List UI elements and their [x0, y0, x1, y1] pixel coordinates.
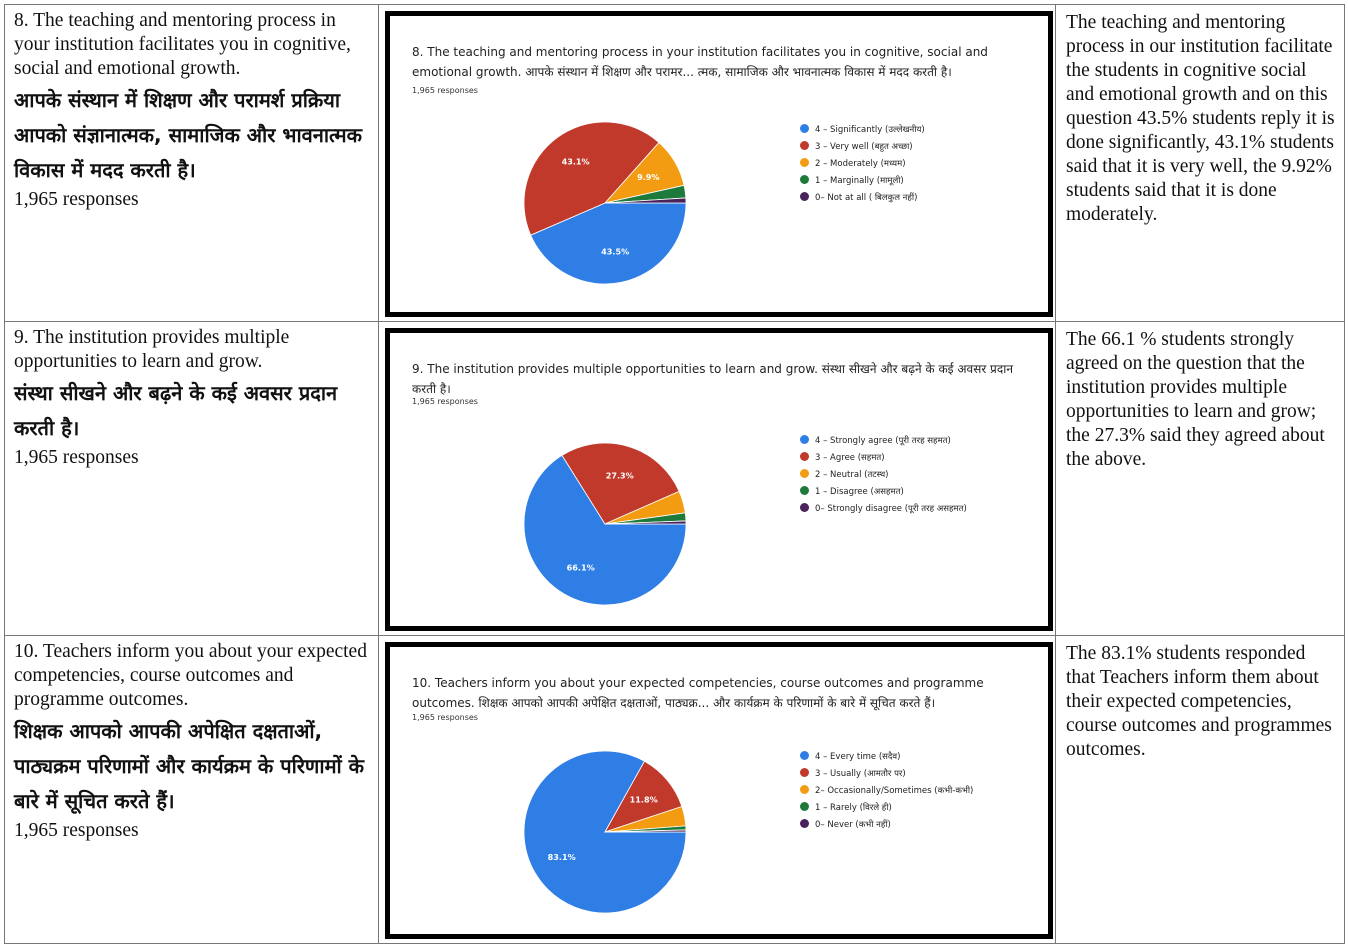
response-count: 1,965 responses [14, 189, 139, 210]
legend-dot-icon [800, 486, 809, 495]
chart-frame: 9. The institution provides multiple opp… [385, 328, 1053, 631]
legend-dot-icon [800, 785, 809, 794]
pie-slice [524, 122, 660, 236]
response-count: 1,965 responses [14, 447, 139, 468]
question-cell: 10. Teachers inform you about your expec… [6, 637, 378, 844]
legend-label: 4 – Every time (सदैव) [815, 752, 901, 762]
legend-dot-icon [800, 768, 809, 777]
legend-item: 2– Occasionally/Sometimes (कभी-कभी) [800, 783, 973, 800]
legend-item: 4 – Strongly agree (पूरी तरह सहमत) [800, 433, 967, 450]
legend-item: 1 – Rarely (विरले ही) [800, 800, 973, 817]
legend-item: 2 – Neutral (तटस्थ) [800, 467, 967, 484]
question-hindi: शिक्षक आपको आपकी अपेक्षित दक्षताओं, पाठ्… [14, 719, 365, 813]
table-row: 10. Teachers inform you about your expec… [4, 635, 1345, 944]
chart-title: 8. The teaching and mentoring process in… [412, 45, 988, 79]
chart-responses: 1,965 responses [412, 86, 478, 95]
slice-label: 83.1% [548, 852, 576, 862]
survey-table: 8. The teaching and mentoring process in… [4, 4, 1345, 944]
chart-legend: 4 – Strongly agree (पूरी तरह सहमत) 3 – Ag… [800, 433, 967, 518]
legend-item: 1 – Disagree (असहमत) [800, 484, 967, 501]
legend-label: 4 – Strongly agree (पूरी तरह सहमत) [815, 436, 951, 446]
legend-dot-icon [800, 175, 809, 184]
legend-dot-icon [800, 452, 809, 461]
slice-label: 43.5% [601, 247, 629, 257]
legend-dot-icon [800, 141, 809, 150]
chart-frame: 10. Teachers inform you about your expec… [385, 642, 1053, 939]
legend-item: 3 – Usually (आमतौर पर) [800, 766, 973, 783]
legend-dot-icon [800, 751, 809, 760]
slice-label: 43.1% [562, 157, 590, 167]
legend-item: 2 – Moderately (मध्यम) [800, 156, 925, 173]
description-text: The 83.1% students responded that Teache… [1066, 643, 1332, 760]
table-row: 8. The teaching and mentoring process in… [4, 4, 1345, 322]
legend-label: 2 – Neutral (तटस्थ) [815, 470, 889, 480]
chart-responses: 1,965 responses [412, 397, 478, 406]
chart-legend: 4 – Every time (सदैव) 3 – Usually (आमतौर … [800, 749, 973, 834]
response-count: 1,965 responses [14, 820, 139, 841]
legend-label: 1 – Marginally (मामूली) [815, 176, 904, 186]
chart-responses: 1,965 responses [412, 713, 478, 722]
legend-label: 1 – Rarely (विरले ही) [815, 803, 892, 813]
legend-dot-icon [800, 192, 809, 201]
question-hindi: आपके संस्थान में शिक्षण और परामर्श प्रक्… [14, 88, 362, 182]
question-hindi: संस्था सीखने और बढ़ने के कई अवसर प्रदान … [14, 381, 338, 440]
question-english: 10. Teachers inform you about your expec… [14, 641, 367, 710]
legend-dot-icon [800, 435, 809, 444]
slice-label: 11.8% [630, 794, 658, 804]
slice-label: 27.3% [606, 470, 634, 480]
legend-item: 4 – Significantly (उल्लेखनीय) [800, 122, 925, 139]
slice-label: 66.1% [567, 562, 595, 572]
legend-label: 2– Occasionally/Sometimes (कभी-कभी) [815, 786, 974, 796]
legend-dot-icon [800, 158, 809, 167]
table-row: 9. The institution provides multiple opp… [4, 321, 1345, 636]
question-cell: 8. The teaching and mentoring process in… [6, 6, 378, 213]
description-text: The 66.1 % students strongly agreed on t… [1066, 329, 1325, 470]
legend-label: 3 – Agree (सहमत) [815, 453, 885, 463]
legend-item: 3 – Very well (बहुत अच्छा) [800, 139, 925, 156]
legend-dot-icon [800, 469, 809, 478]
slice-label: 9.9% [637, 172, 659, 182]
legend-label: 3 – Very well (बहुत अच्छा) [815, 142, 913, 152]
legend-label: 0– Never (कभी नहीं) [815, 820, 891, 830]
question-english: 8. The teaching and mentoring process in… [14, 10, 351, 79]
pie-chart: 83.1% 11.8% [524, 751, 686, 913]
legend-label: 0– Strongly disagree (पूरी तरह असहमत) [815, 504, 967, 514]
legend-label: 2 – Moderately (मध्यम) [815, 159, 906, 169]
pie-slice [561, 443, 680, 525]
legend-item: 0– Strongly disagree (पूरी तरह असहमत) [800, 501, 967, 518]
pie-slice [604, 760, 683, 833]
legend-dot-icon [800, 819, 809, 828]
legend-dot-icon [800, 124, 809, 133]
legend-item: 3 – Agree (सहमत) [800, 450, 967, 467]
legend-item: 1 – Marginally (मामूली) [800, 173, 925, 190]
pie-slice [524, 454, 686, 605]
legend-label: 4 – Significantly (उल्लेखनीय) [815, 125, 925, 135]
chart-title: 9. The institution provides multiple opp… [412, 362, 1014, 396]
legend-item: 0– Never (कभी नहीं) [800, 817, 973, 834]
legend-dot-icon [800, 802, 809, 811]
pie-chart: 43.5% 43.1% 9.9% [524, 122, 686, 284]
legend-label: 1 – Disagree (असहमत) [815, 487, 904, 497]
pie-chart: 66.1% 27.3% [524, 443, 686, 605]
legend-item: 0– Not at all ( बिलकुल नहीं) [800, 190, 925, 207]
legend-label: 3 – Usually (आमतौर पर) [815, 769, 906, 779]
legend-dot-icon [800, 503, 809, 512]
question-cell: 9. The institution provides multiple opp… [6, 323, 378, 471]
legend-label: 0– Not at all ( बिलकुल नहीं) [815, 193, 918, 203]
chart-legend: 4 – Significantly (उल्लेखनीय) 3 – Very we… [800, 122, 925, 207]
chart-frame: 8. The teaching and mentoring process in… [385, 11, 1053, 317]
description-text: The teaching and mentoring process in ou… [1066, 12, 1335, 225]
question-english: 9. The institution provides multiple opp… [14, 327, 290, 372]
chart-title: 10. Teachers inform you about your expec… [412, 676, 984, 710]
pie-slice [530, 202, 686, 284]
legend-item: 4 – Every time (सदैव) [800, 749, 973, 766]
